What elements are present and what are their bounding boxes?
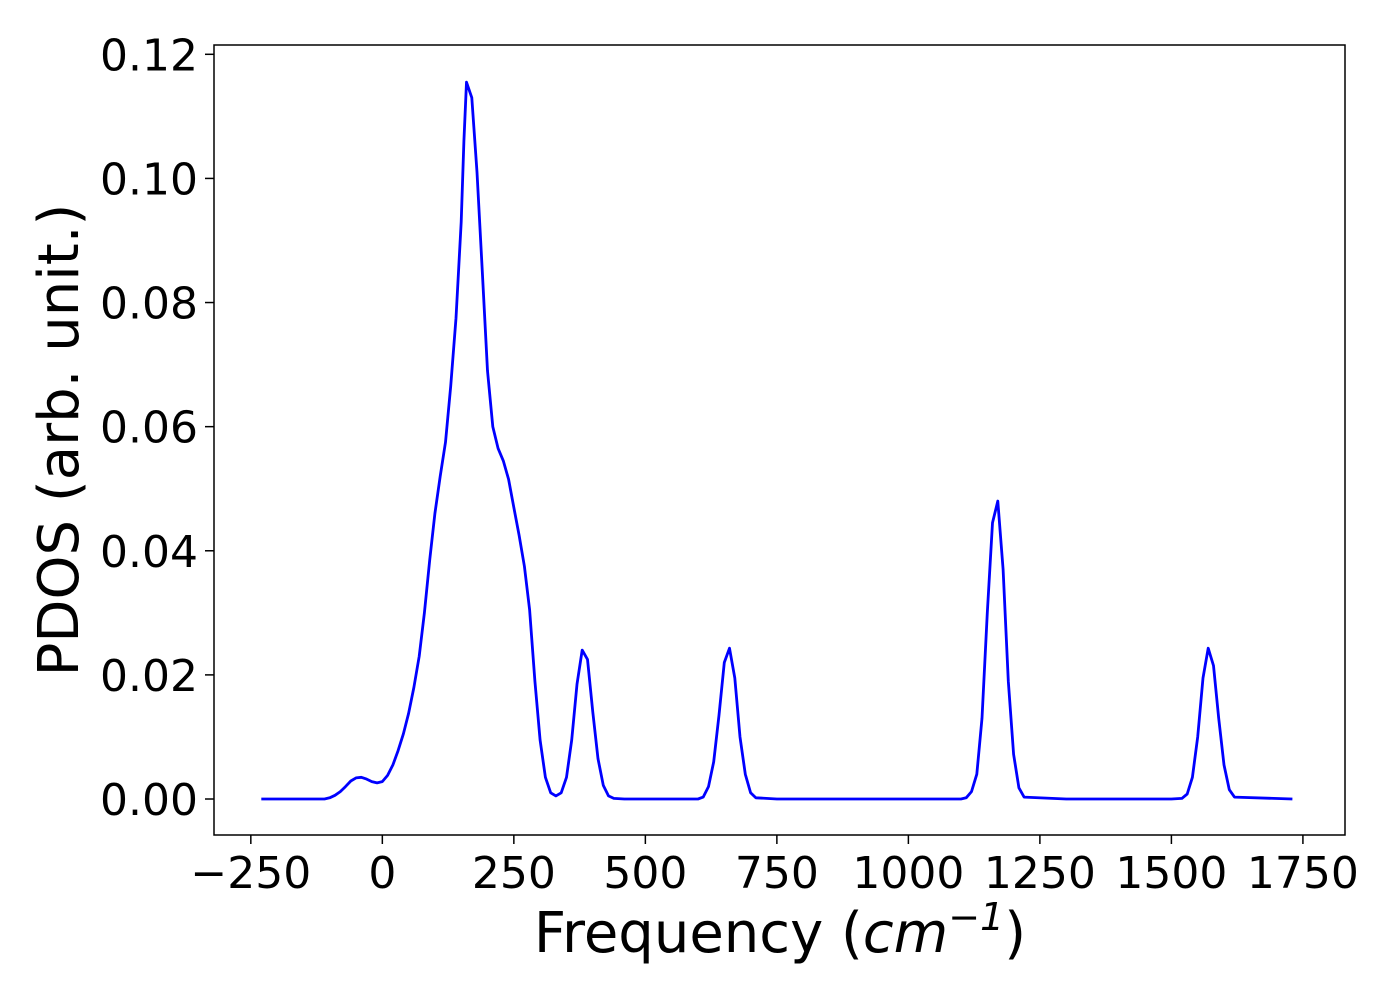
y-tick-label: 0.12 (100, 30, 198, 81)
x-tick-label: 1250 (984, 848, 1096, 899)
x-tick-label: 500 (603, 848, 687, 899)
y-tick-label: 0.06 (100, 403, 198, 454)
y-tick-label: 0.00 (100, 775, 198, 826)
x-axis-title: Frequency (cm−1) (534, 895, 1026, 966)
x-tick-label: 1000 (852, 848, 964, 899)
y-tick-label: 0.02 (100, 651, 198, 702)
x-axis-ticks: −250 0 250 500 750 1000 1250 1500 1750 (190, 835, 1359, 899)
y-tick-label: 0.04 (100, 527, 198, 578)
x-tick-label: 1500 (1115, 848, 1227, 899)
x-tick-label: 250 (472, 848, 556, 899)
plot-area-frame (213, 44, 1346, 836)
y-tick-label: 0.08 (100, 279, 198, 330)
y-axis-ticks: 0.00 0.02 0.04 0.06 0.08 0.10 0.12 (100, 30, 214, 826)
y-tick-label: 0.10 (100, 154, 198, 205)
x-tick-label: 1750 (1247, 848, 1359, 899)
x-tick-label: 0 (368, 848, 396, 899)
x-tick-label: −250 (190, 848, 311, 899)
y-axis-title: PDOS (arb. unit.) (27, 204, 92, 677)
x-tick-label: 750 (735, 848, 819, 899)
pdos-line (261, 80, 1293, 801)
